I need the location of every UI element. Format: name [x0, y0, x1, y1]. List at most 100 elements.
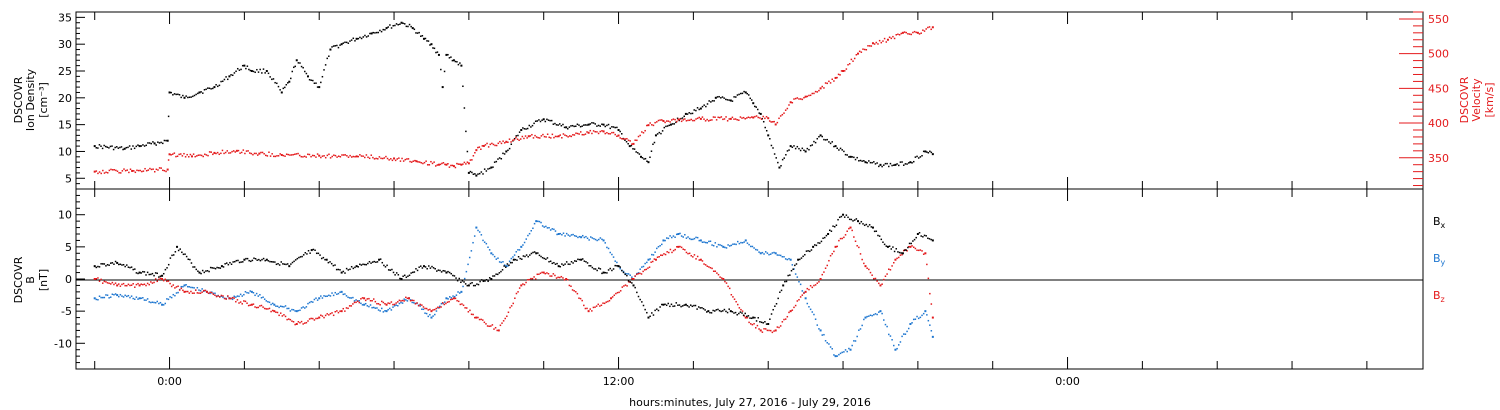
by-series-sample	[758, 251, 760, 253]
bx-series-sample	[883, 243, 886, 246]
bz-series-sample	[688, 252, 691, 255]
velocity-series-sample	[657, 119, 660, 122]
by-series-point	[520, 245, 523, 248]
bz-series-point	[250, 303, 253, 306]
by-series-sample	[922, 312, 925, 315]
by-series-sample	[411, 301, 413, 304]
by-series-sample	[578, 235, 581, 238]
velocity-series-sample	[714, 116, 716, 118]
bz-series-sample	[930, 303, 933, 305]
density-series-sample	[922, 150, 925, 153]
bx-series-sample	[225, 262, 228, 264]
bx-series-sample	[248, 259, 250, 262]
bz-series-sample	[353, 301, 356, 304]
bx-series-sample	[229, 261, 231, 264]
velocity-series-sample	[778, 117, 780, 120]
density-series-sample	[581, 125, 583, 127]
by-series-sample	[873, 313, 875, 316]
bx-series-sample	[893, 250, 896, 253]
bx-series-sample	[704, 309, 706, 311]
bz-series-sample	[544, 272, 547, 275]
by-series-sample	[609, 251, 611, 254]
bz-series-sample	[142, 283, 144, 286]
bz-series-sample	[122, 282, 125, 285]
bx-series-sample	[516, 259, 518, 261]
density-series-point	[138, 145, 141, 148]
bx-series-sample	[258, 258, 260, 261]
density-series-sample	[337, 46, 340, 49]
density-series-sample	[379, 29, 381, 32]
bz-series-point	[408, 297, 411, 300]
bz-series-sample	[217, 295, 219, 297]
velocity-series-sample	[347, 156, 350, 158]
bx-series-sample	[840, 215, 843, 218]
bx-series-sample	[637, 295, 640, 298]
bz-series-sample	[212, 293, 215, 296]
bx-series-sample	[757, 317, 759, 319]
by-series-sample	[148, 301, 150, 303]
density-series-sample	[440, 68, 442, 71]
by-series-sample	[657, 245, 660, 248]
bz-series-point	[497, 329, 500, 332]
by-series-point	[490, 252, 493, 255]
by-series-sample	[728, 245, 731, 247]
density-series-sample	[637, 152, 639, 154]
by-series-sample	[444, 301, 446, 303]
density-series-point	[213, 86, 216, 89]
bx-series-sample	[930, 238, 932, 241]
bz-series-point	[183, 290, 186, 293]
bz-series-sample	[666, 251, 668, 253]
bx-series-sample	[543, 257, 545, 260]
bz-series-sample	[315, 317, 317, 320]
density-series-point	[639, 155, 642, 158]
bx-series-sample	[114, 260, 117, 263]
bx-series-sample	[588, 264, 590, 267]
density-series-sample	[518, 131, 521, 133]
density-series-sample	[650, 150, 653, 152]
bz-series-sample	[302, 323, 304, 325]
density-series-point	[759, 112, 762, 115]
density-series-sample	[162, 142, 164, 145]
bz-series-point	[93, 278, 96, 280]
bx-series-sample	[368, 260, 371, 263]
density-tick-label: 20	[58, 92, 72, 105]
bx-series-sample	[744, 312, 746, 315]
bz-series-sample	[526, 279, 529, 281]
velocity-series-point	[834, 76, 837, 79]
velocity-series-sample	[659, 119, 661, 121]
velocity-series-sample	[145, 169, 148, 172]
legend-entry: Bz	[1433, 289, 1445, 304]
density-series-point	[243, 64, 246, 67]
density-series-sample	[369, 32, 371, 35]
density-series-point	[288, 80, 291, 83]
velocity-series-sample	[368, 157, 371, 160]
bx-series-sample	[121, 264, 123, 266]
bz-series-sample	[174, 287, 176, 289]
velocity-series-point	[901, 31, 904, 34]
by-series-sample	[672, 235, 675, 237]
density-series-sample	[294, 65, 297, 68]
velocity-series-sample	[614, 133, 616, 136]
bx-series-sample	[855, 218, 858, 220]
bx-series-point	[827, 233, 830, 235]
bz-series-sample	[437, 306, 439, 309]
bz-series-sample	[567, 279, 569, 281]
bz-series-sample	[514, 297, 516, 299]
velocity-series-point	[258, 152, 261, 155]
density-axis-title: DSCOVR Ion Density [cm⁻³]	[12, 68, 50, 131]
density-series-sample	[661, 130, 664, 132]
velocity-series-sample	[126, 169, 128, 171]
velocity-series-sample	[809, 94, 812, 97]
bx-series-sample	[298, 256, 300, 259]
density-series-point	[819, 134, 822, 137]
bz-series-sample	[387, 302, 389, 304]
bz-series-sample	[703, 263, 705, 265]
bx-series-sample	[389, 269, 392, 271]
density-series-sample	[269, 76, 271, 78]
bx-series-sample	[822, 237, 824, 240]
velocity-series-sample	[207, 154, 209, 157]
bz-series-sample	[134, 286, 136, 288]
by-series-sample	[553, 228, 555, 231]
bz-series-sample	[323, 316, 325, 319]
